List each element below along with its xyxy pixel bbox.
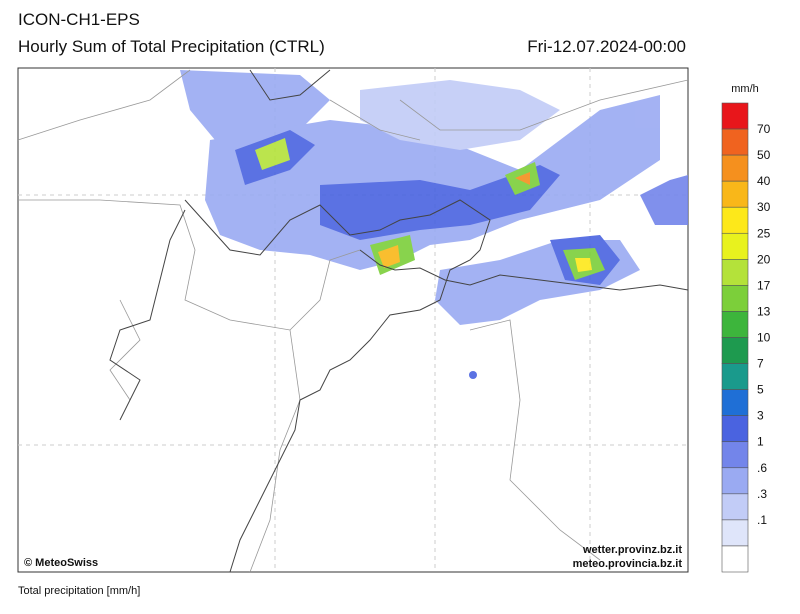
model-name: ICON-CH1-EPS xyxy=(18,10,140,29)
source-2: meteo.provincia.bz.it xyxy=(573,558,683,570)
legend-swatch xyxy=(721,259,749,286)
footer-caption: Total precipitation [mm/h] xyxy=(18,585,140,597)
legend-label: .1 xyxy=(757,513,767,527)
legend-swatch xyxy=(721,102,749,130)
credit: © MeteoSwiss xyxy=(24,557,98,569)
legend-label: 70 xyxy=(757,122,771,136)
legend-label: 3 xyxy=(757,409,764,423)
legend-label: 40 xyxy=(757,174,771,188)
legend-label: 13 xyxy=(757,304,771,318)
legend-swatch xyxy=(721,128,749,156)
precipitation xyxy=(180,70,688,379)
legend-label: 7 xyxy=(757,357,764,371)
legend-unit: mm/h xyxy=(731,83,759,95)
legend-swatch xyxy=(721,389,749,416)
legend-label: 5 xyxy=(757,383,764,397)
legend-swatch xyxy=(721,441,749,469)
valid-time: Fri-12.07.2024-00:00 xyxy=(527,37,686,56)
legend: mm/h 70 50 40 30 25 20 17 13 10 7 5 3 1 .6 .3 .1 xyxy=(721,83,771,573)
legend-swatch xyxy=(721,180,749,208)
legend-label: 1 xyxy=(757,435,764,449)
legend-swatch xyxy=(721,337,749,364)
legend-swatch xyxy=(721,545,749,573)
legend-swatch xyxy=(721,467,749,495)
legend-swatch xyxy=(721,363,749,390)
legend-label: .6 xyxy=(757,461,767,475)
legend-swatch xyxy=(721,206,749,234)
legend-swatch xyxy=(721,311,749,338)
legend-swatch xyxy=(721,232,749,260)
legend-swatch xyxy=(721,519,749,547)
legend-label: .3 xyxy=(757,487,767,501)
borders xyxy=(17,69,689,573)
map: © MeteoSwiss wetter.provinz.bz.it meteo.… xyxy=(17,67,689,573)
legend-label: 50 xyxy=(757,148,771,162)
legend-label: 17 xyxy=(757,278,771,292)
map-title: Hourly Sum of Total Precipitation (CTRL) xyxy=(18,37,325,56)
legend-label: 20 xyxy=(757,252,771,266)
source-1: wetter.provinz.bz.it xyxy=(582,544,682,556)
legend-swatch xyxy=(721,285,749,312)
legend-label: 10 xyxy=(757,331,771,345)
legend-swatch xyxy=(721,415,749,443)
legend-swatch xyxy=(721,154,749,182)
legend-label: 30 xyxy=(757,200,771,214)
legend-swatch xyxy=(721,493,749,521)
legend-label: 25 xyxy=(757,226,771,240)
